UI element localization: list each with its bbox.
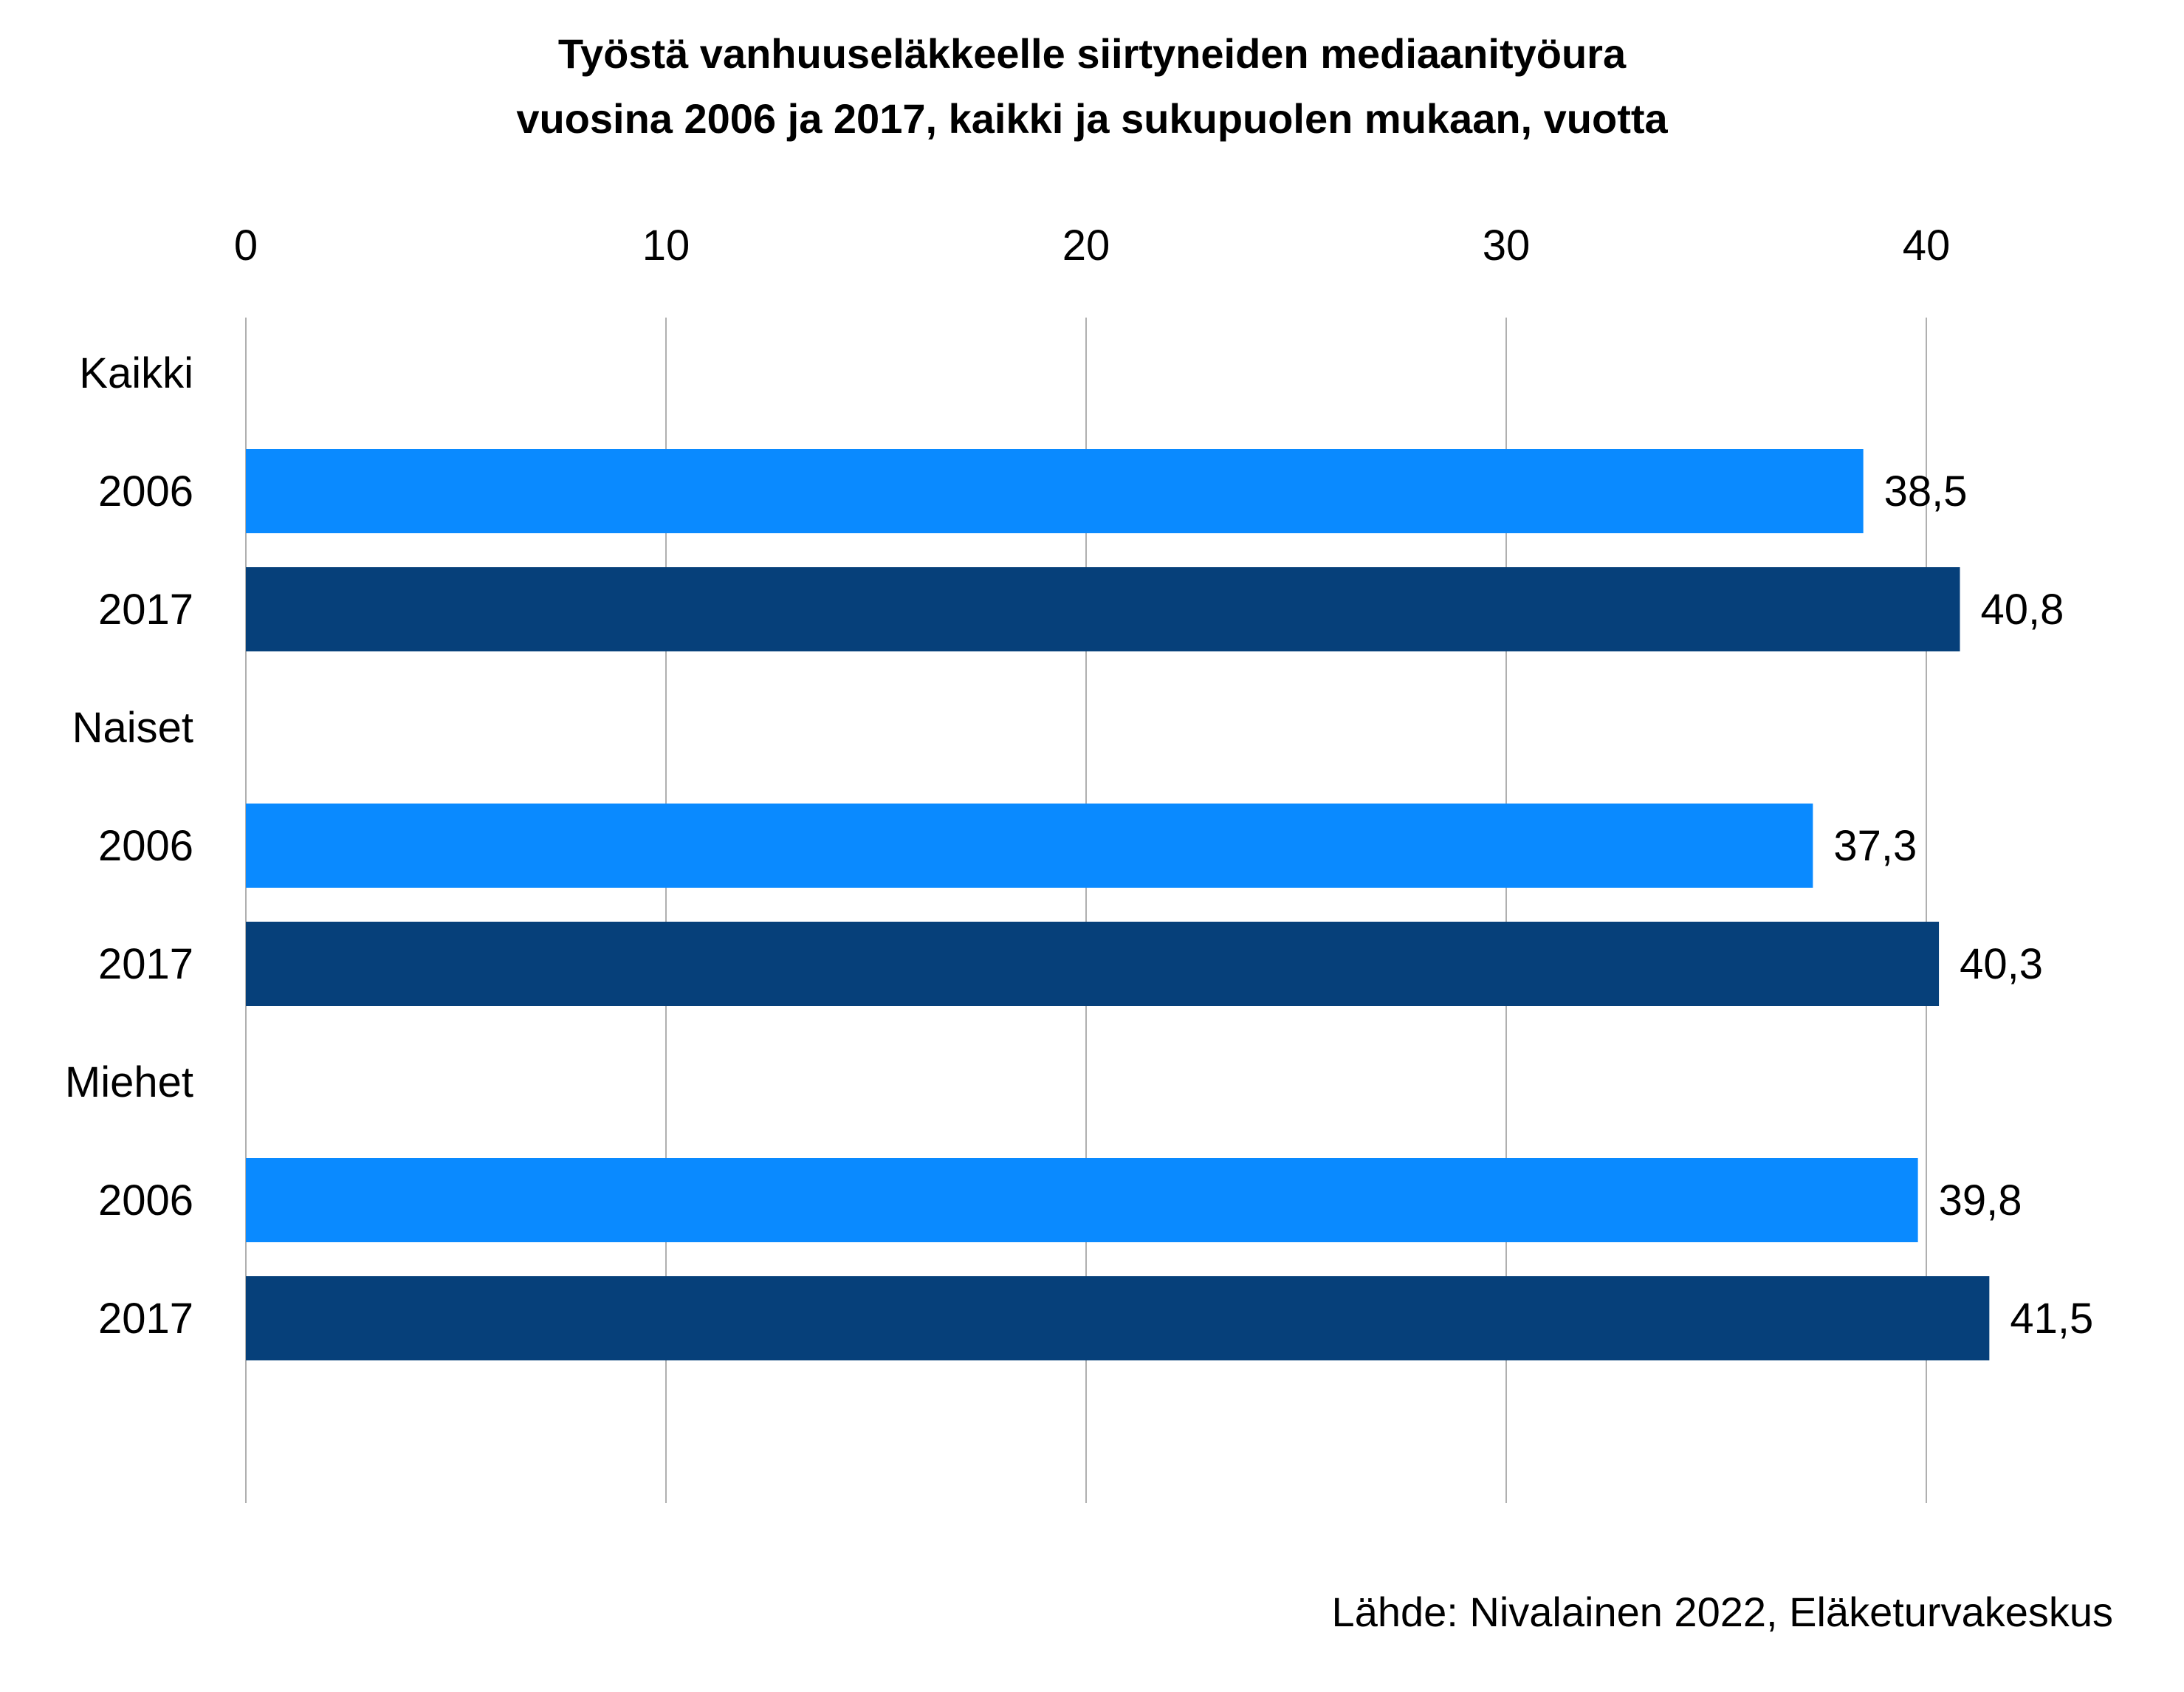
data-label: 37,3 <box>1833 822 1917 870</box>
x-tick-label: 40 <box>1903 222 1951 270</box>
x-tick-label: 10 <box>642 222 690 270</box>
bar-category-label: 2006 <box>98 822 193 870</box>
bar-category-label: 2006 <box>98 1176 193 1225</box>
data-label: 38,5 <box>1884 467 1968 516</box>
data-label: 40,8 <box>1981 586 2064 634</box>
bar-category-label: 2017 <box>98 1295 193 1343</box>
bar-kaikki-2017 <box>246 567 1960 651</box>
bar-kaikki-2006 <box>246 449 1864 533</box>
x-axis-ticks: 0 10 20 30 40 <box>234 222 1950 270</box>
source-note: Lähde: Nivalainen 2022, Eläketurvakeskus <box>1332 1589 2113 1635</box>
x-tick-label: 20 <box>1062 222 1110 270</box>
x-tick-label: 0 <box>234 222 258 270</box>
group-label: Kaikki <box>79 349 193 397</box>
data-label: 39,8 <box>1939 1176 2022 1225</box>
bar-category-label: 2006 <box>98 467 193 516</box>
data-label: 40,3 <box>1960 940 2043 988</box>
group-label: Miehet <box>65 1058 193 1106</box>
bars: Kaikki 2006 38,5 2017 40,8 Naiset 2006 37,3 2017… <box>65 349 2093 1360</box>
bar-category-label: 2017 <box>98 940 193 988</box>
bar-category-label: 2017 <box>98 586 193 634</box>
bar-naiset-2006 <box>246 804 1813 888</box>
group-label: Naiset <box>72 704 193 752</box>
x-tick-label: 30 <box>1483 222 1531 270</box>
chart-title: Työstä vanhuuseläkkeelle siirtyneiden me… <box>558 30 1627 77</box>
bar-miehet-2017 <box>246 1276 1990 1360</box>
bar-miehet-2006 <box>246 1158 1918 1242</box>
bar-naiset-2017 <box>246 922 1940 1006</box>
chart-subtitle: vuosina 2006 ja 2017, kaikki ja sukupuol… <box>516 95 1668 142</box>
data-label: 41,5 <box>2010 1295 2093 1343</box>
